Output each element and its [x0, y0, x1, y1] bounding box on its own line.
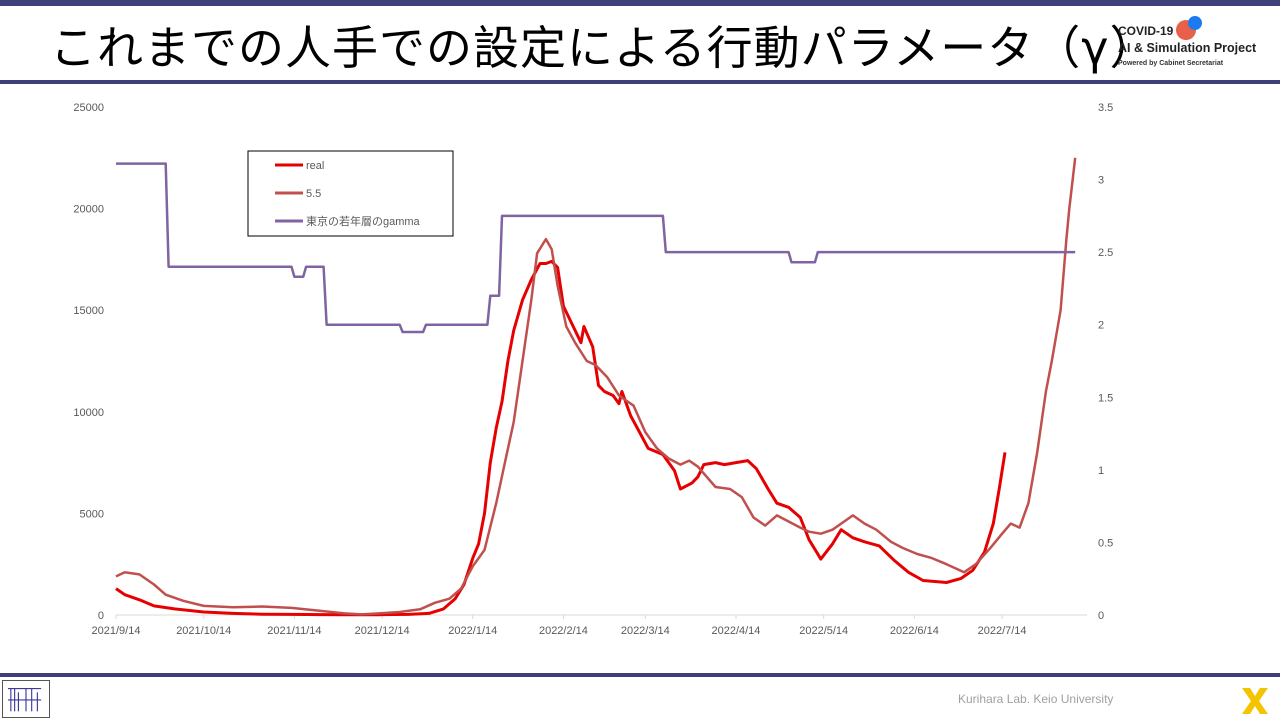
logo-line1: COVID-19	[1118, 24, 1174, 38]
chart-series	[115, 157, 1077, 617]
y-right-tick-label: 2	[1098, 320, 1104, 332]
x-tick-label: 2022/5/14	[799, 625, 848, 637]
x-tick-label: 2021/11/14	[267, 625, 321, 637]
series-line-2	[115, 157, 1077, 616]
y-right-tick-label: 3	[1098, 175, 1104, 187]
y-right-tick-label: 2.5	[1098, 247, 1113, 259]
series-line-3	[116, 162, 1076, 334]
y-left-tick-label: 20000	[73, 204, 104, 216]
x-tick-label: 2022/2/14	[539, 625, 588, 637]
y-left-tick-label: 25000	[73, 102, 104, 114]
x-tick-label: 2021/9/14	[92, 625, 141, 637]
y-left-tick-label: 5000	[80, 508, 104, 520]
x-tick-label: 2022/3/14	[621, 625, 670, 637]
series-line-1	[115, 259, 1007, 617]
bottom-rule	[0, 673, 1280, 677]
top-rule	[0, 0, 1280, 6]
corner-mark-icon	[1242, 688, 1268, 714]
y-left-tick-label: 0	[98, 610, 104, 622]
project-logo: COVID-19 AI & Simulation Project Powered…	[1118, 14, 1278, 76]
chart-legend: real 5.5 東京の若年層のgamma	[247, 150, 454, 237]
y-right-tick-label: 3.5	[1098, 102, 1113, 114]
chart-axes: 0 5000 10000 15000 20000 25000 0 0.5 1 1.5 2 2.5 3 3.…	[73, 102, 1113, 637]
x-tick-label: 2022/1/14	[448, 625, 497, 637]
y-right-tick-label: 0.5	[1098, 537, 1113, 549]
title-rule	[0, 80, 1280, 84]
x-tick-label: 2021/10/14	[176, 625, 231, 637]
y-right-tick-label: 1	[1098, 465, 1104, 477]
logo-line2: AI & Simulation Project	[1118, 41, 1257, 55]
x-tick-label: 2021/12/14	[355, 625, 410, 637]
y-left-tick-label: 15000	[73, 305, 104, 317]
x-tick-label: 2022/7/14	[978, 625, 1027, 637]
x-tick-label: 2022/4/14	[711, 625, 760, 637]
footer-credit: Kurihara Lab. Keio University	[958, 692, 1114, 706]
logo-blue-dot	[1188, 16, 1202, 30]
y-left-tick-label: 10000	[73, 407, 104, 419]
x-tick-label: 2022/6/14	[890, 625, 939, 637]
lab-logo-icon	[2, 680, 50, 718]
y-right-tick-label: 1.5	[1098, 392, 1113, 404]
legend-label: 東京の若年層のgamma	[306, 214, 421, 228]
logo-line3: Powered by Cabinet Secretariat	[1118, 60, 1224, 67]
legend-label: 5.5	[306, 188, 321, 200]
gamma-line-chart: 0 5000 10000 15000 20000 25000 0 0.5 1 1.5 2 2.5 3 3.…	[73, 102, 1113, 637]
legend-label: real	[306, 160, 324, 172]
y-right-tick-label: 0	[1098, 610, 1104, 622]
slide-title: これまでの人手での設定による行動パラメータ（γ）	[50, 21, 1157, 75]
